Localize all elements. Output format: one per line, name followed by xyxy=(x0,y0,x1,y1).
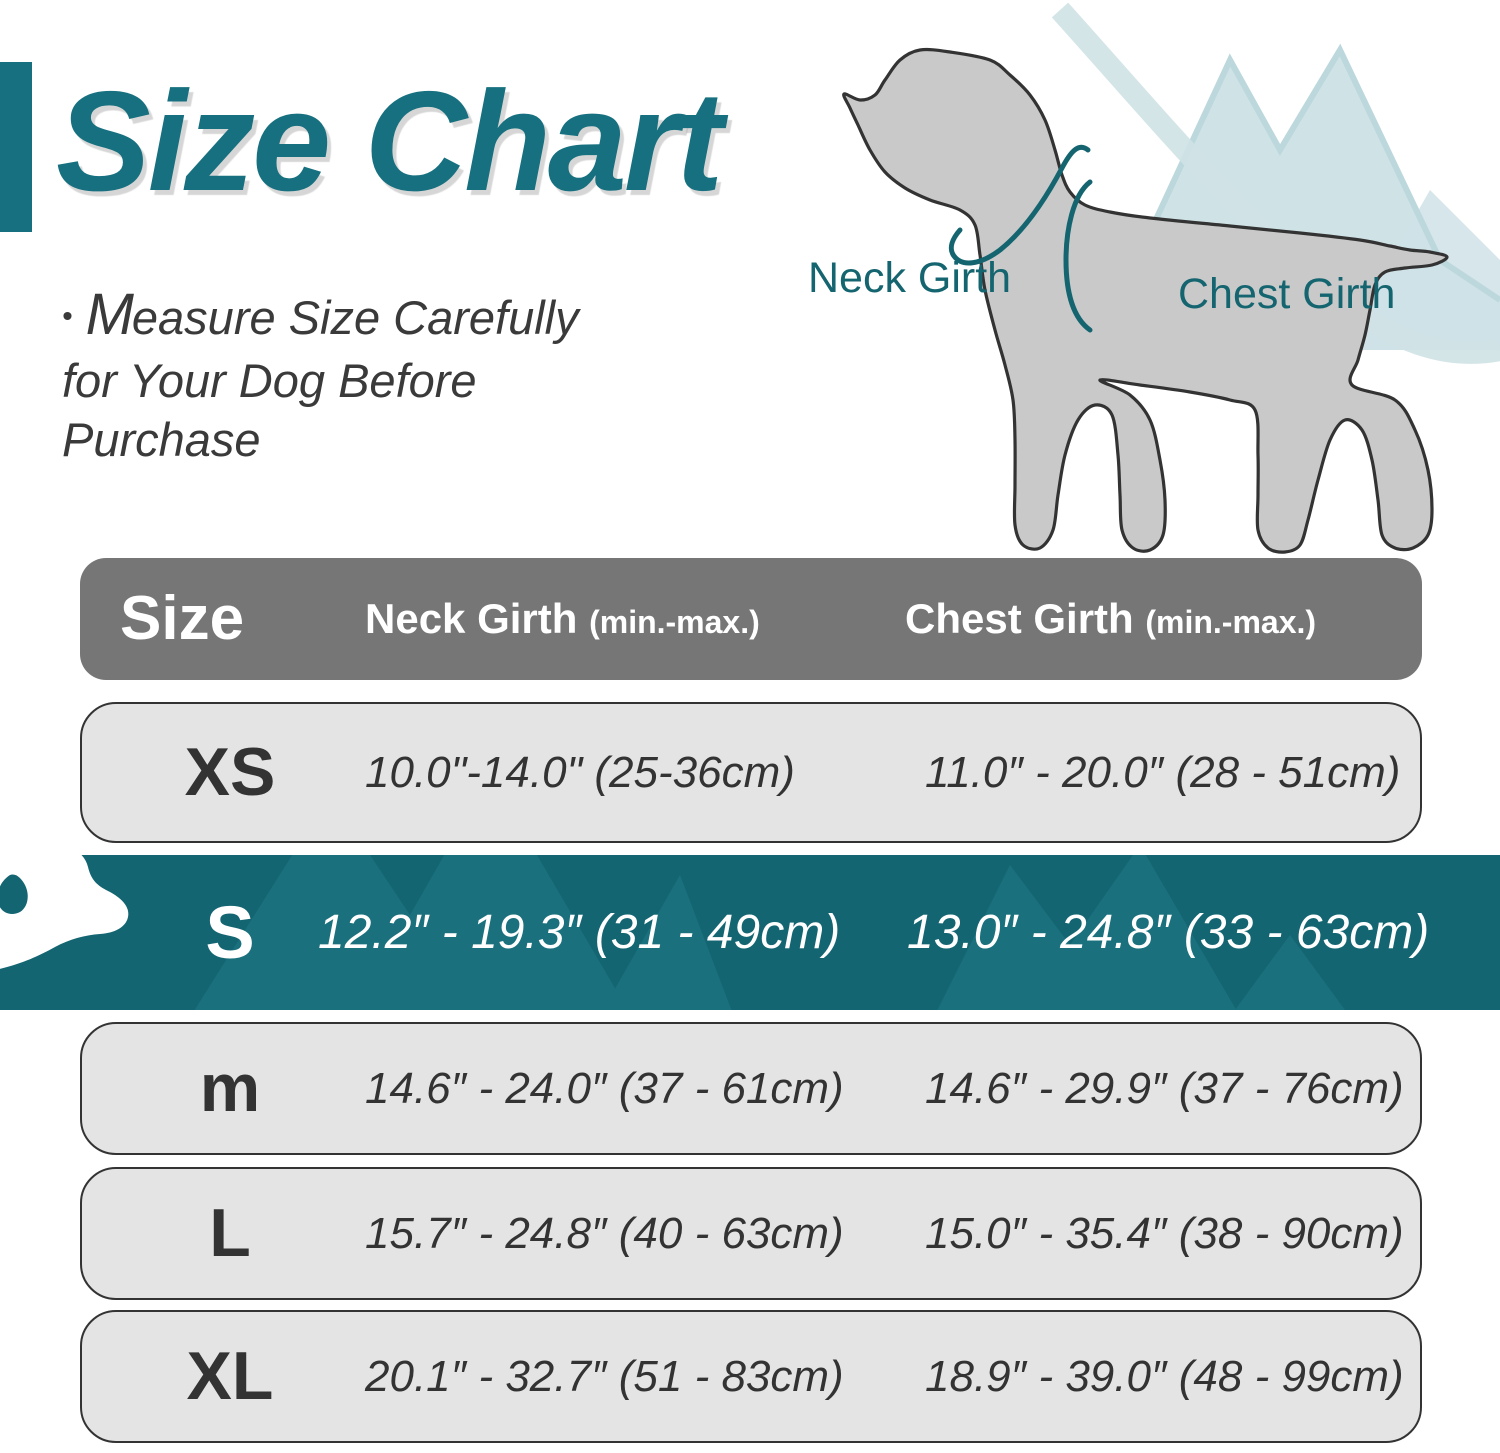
svg-text:Chest Girth: Chest Girth xyxy=(1178,270,1395,318)
svg-text:Neck Girth: Neck Girth xyxy=(808,254,1011,302)
